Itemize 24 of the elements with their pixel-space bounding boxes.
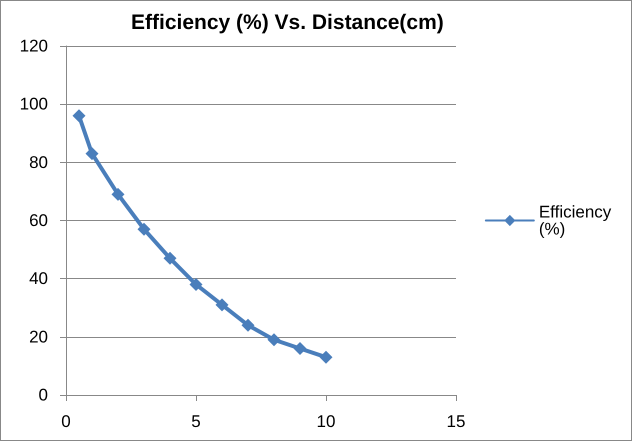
x-tick-label: 10 [316, 412, 336, 431]
point [86, 147, 98, 160]
y-tick-label: 40 [29, 269, 48, 288]
x-tick-label: 15 [446, 412, 466, 431]
y-tick-label: 20 [29, 327, 48, 346]
y-tick-label: 120 [20, 36, 48, 56]
point [216, 298, 228, 312]
point [268, 333, 280, 346]
point [164, 252, 176, 265]
point [112, 188, 124, 201]
y-tick-label: 80 [29, 152, 48, 172]
x-tick-label: 5 [191, 412, 201, 431]
point [72, 109, 86, 122]
point [320, 350, 332, 364]
y-tick-label: 100 [20, 94, 48, 114]
point [294, 342, 306, 355]
chart-title: Efficiency (%) Vs. Distance(cm) [131, 11, 444, 34]
point [242, 318, 254, 332]
point [138, 222, 150, 236]
y-tick-label: 0 [38, 386, 48, 404]
legend-label: Efficiency (%) [538, 202, 616, 238]
point [190, 278, 202, 291]
y-tick-label: 60 [29, 211, 48, 230]
x-tick-label: 0 [61, 412, 71, 431]
